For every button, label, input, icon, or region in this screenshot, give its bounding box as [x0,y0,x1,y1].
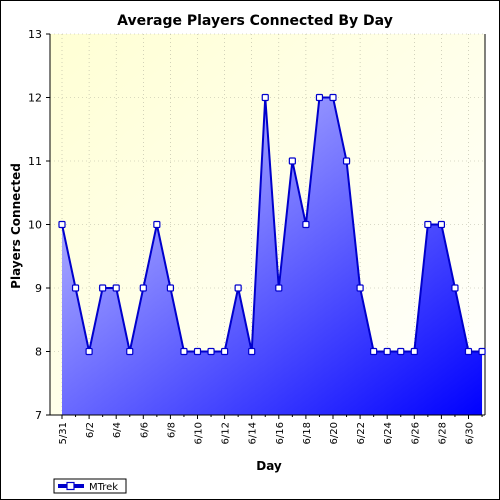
y-tick-label: 9 [35,282,42,295]
data-point [248,347,256,356]
data-point [153,220,161,229]
x-tick-label: 6/8 [166,422,177,438]
data-point [437,220,445,229]
x-axis-label: Day [256,459,282,473]
x-tick-label: 6/12 [221,422,232,444]
data-point [261,93,269,102]
data-point [397,347,405,356]
data-point [383,347,391,356]
y-tick-label: 10 [28,219,42,232]
data-point [315,93,324,102]
tick-labels: 7 8 9 10 11 12 13 5/31 6/2 6/4 6/6 6/8 6/10 6/12 6/14 6… [28,28,476,444]
legend-marker [66,481,75,491]
x-tick-label: 6/30 [465,422,476,444]
x-tick-label: 6/22 [356,422,367,444]
series-fill [62,97,483,415]
x-tick-label: 6/2 [85,422,96,438]
x-tick-label: 6/24 [383,422,394,444]
data-point [180,347,188,356]
data-point [464,347,473,356]
data-point [329,93,337,102]
x-tick-label: 6/4 [112,422,123,438]
data-point [112,284,120,292]
data-point [370,347,378,356]
y-tick-label: 7 [35,409,42,422]
x-tick-label: 6/18 [302,422,313,444]
y-tick-label: 13 [28,28,42,41]
data-point [207,347,215,356]
x-tick-label: 6/16 [275,422,286,444]
data-point [288,157,296,165]
legend-label: MTrek [89,482,118,493]
data-point [99,284,107,292]
data-point [342,157,351,165]
x-tick-label: 6/26 [410,422,421,444]
y-tick-label: 11 [28,155,42,168]
x-tick-label: 6/28 [437,422,448,444]
data-point [410,347,418,356]
x-tick-label: 6/6 [139,422,150,438]
x-tick-label: 6/20 [329,422,340,444]
y-tick-label: 8 [35,346,42,359]
data-point [126,347,134,356]
series-markers [58,93,486,356]
data-point [451,284,459,292]
y-tick-label: 12 [28,92,42,105]
chart-title: Average Players Connected By Day [117,13,393,29]
data-point [193,347,202,356]
data-point [166,284,174,292]
data-point [85,347,93,356]
data-point [302,220,310,229]
data-point [275,284,283,292]
data-point [356,284,364,292]
data-point [234,284,242,292]
x-tick-label: 6/10 [194,422,205,444]
data-point [71,284,80,292]
data-point [424,220,432,229]
x-tick-label: 5/31 [58,422,69,444]
data-point [58,220,66,229]
legend: MTrek [53,478,127,494]
data-point [478,347,486,356]
y-axis-label: Players Connected [9,163,23,289]
data-point [139,284,147,292]
x-tick-label: 6/14 [248,422,259,444]
data-point [221,347,229,356]
